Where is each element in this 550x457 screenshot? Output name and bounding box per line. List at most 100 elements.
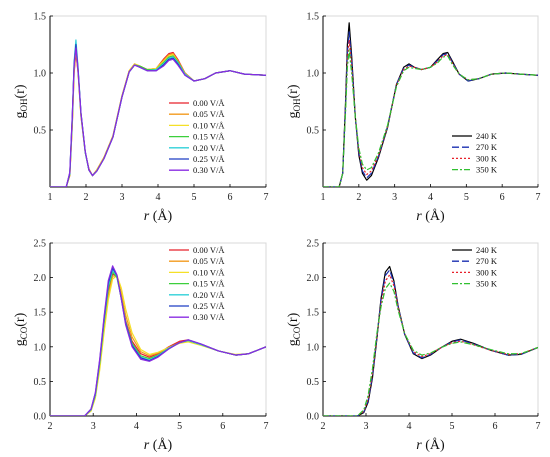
y-tick-label: 1.0 — [34, 342, 47, 353]
plot-frame — [322, 242, 539, 417]
x-tick-label: 7 — [536, 421, 541, 432]
x-tick-label: 7 — [536, 192, 541, 203]
y-axis-label-tail: (r) — [13, 312, 28, 326]
legend-entry: 0.05 V/Å — [193, 256, 225, 266]
series-line-0 — [323, 22, 538, 187]
x-axis-label-unit: (Å) — [149, 437, 172, 453]
legend-entry: 240 K — [476, 245, 498, 255]
legend-entry: 0.00 V/Å — [193, 245, 225, 255]
y-axis-label-sub: OH — [292, 98, 302, 111]
x-tick-label: 2 — [356, 192, 361, 203]
y-tick-label: 1.0 — [34, 69, 47, 80]
y-tick-label: 0.5 — [34, 126, 47, 137]
series-line-0 — [323, 265, 538, 416]
series-line-3 — [323, 282, 538, 416]
x-tick-label: 2 — [48, 421, 53, 432]
x-axis-label-main: r — [416, 438, 422, 453]
legend-entry: 0.30 V/Å — [193, 312, 225, 322]
y-tick-label: 1.0 — [307, 342, 320, 353]
chart-panel-top-left: 1 2 3 4 5 6 7 0.5 1.0 1.5 r (Å) gOH(r) 0.00 V/Å0.05 … — [13, 12, 269, 225]
series-line-2 — [50, 274, 266, 416]
x-tick-label: 6 — [493, 421, 498, 432]
y-axis-label-sub: OH — [19, 98, 29, 111]
x-tick-label: 4 — [156, 192, 161, 203]
y-tick-label: 2.0 — [307, 273, 320, 284]
plot-frame — [49, 242, 267, 417]
x-tick-label: 7 — [264, 192, 269, 203]
legend-entry: 0.05 V/Å — [193, 109, 225, 119]
y-axis-label: gOH(r) — [286, 84, 302, 118]
y-tick-label: 0.5 — [34, 377, 47, 388]
y-tick-label: 1.0 — [307, 69, 320, 80]
y-tick-label: 1.5 — [34, 308, 47, 319]
y-tick-label: 1.5 — [307, 308, 320, 319]
x-axis-label-main: r — [144, 438, 150, 453]
y-axis-label: gCO(r) — [286, 312, 302, 346]
y-tick-label: 1.5 — [307, 12, 320, 23]
x-tick-label: 5 — [177, 421, 182, 432]
legend-entry: 0.20 V/Å — [193, 290, 225, 300]
y-tick-label: 0.5 — [307, 126, 320, 137]
y-axis-label: gCO(r) — [13, 312, 29, 346]
legend-entry: 350 K — [476, 165, 498, 175]
series-line-6 — [50, 265, 266, 416]
series-line-1 — [323, 31, 538, 187]
plot-frame — [49, 15, 267, 188]
legend-entry: 0.10 V/Å — [193, 120, 225, 130]
y-axis-label-main: g — [286, 339, 301, 346]
series-line-4 — [50, 39, 266, 187]
y-axis-label-tail: (r) — [13, 84, 28, 98]
series-line-3 — [50, 42, 266, 187]
x-tick-label: 7 — [264, 421, 269, 432]
y-tick-label: 2.5 — [307, 239, 320, 250]
y-tick-label: 1.5 — [34, 12, 47, 23]
y-axis-label: gOH(r) — [13, 84, 29, 118]
x-tick-label: 1 — [321, 192, 326, 203]
x-tick-label: 5 — [450, 421, 455, 432]
x-tick-label: 6 — [228, 192, 233, 203]
x-tick-label: 5 — [192, 192, 197, 203]
x-axis-label: r (Å) — [416, 208, 445, 224]
x-tick-label: 3 — [364, 421, 369, 432]
x-axis-label: r (Å) — [144, 437, 173, 453]
legend: 0.00 V/Å0.05 V/Å0.10 V/Å 0.15 V/Å0.20 V/Å… — [169, 98, 225, 175]
series-line-6 — [50, 47, 266, 187]
x-axis-label: r (Å) — [144, 208, 173, 224]
y-tick-label: 0.0 — [34, 412, 47, 423]
legend-entry: 0.10 V/Å — [193, 267, 225, 277]
x-axis-label-unit: (Å) — [422, 437, 445, 453]
x-tick-label: 1 — [48, 192, 53, 203]
legend-entry: 0.25 V/Å — [193, 301, 225, 311]
y-tick-label: 2.5 — [34, 239, 47, 250]
x-axis-label-main: r — [144, 209, 150, 224]
x-tick-label: 5 — [464, 192, 469, 203]
x-tick-label: 2 — [84, 192, 89, 203]
series-line-3 — [50, 271, 266, 416]
x-tick-label: 6 — [220, 421, 225, 432]
y-axis-label-main: g — [13, 112, 28, 119]
legend-entry: 300 K — [476, 153, 498, 163]
legend-entry: 0.20 V/Å — [193, 143, 225, 153]
x-axis-label-unit: (Å) — [149, 208, 172, 224]
legend-entry: 350 K — [476, 279, 498, 289]
series-line-1 — [323, 269, 538, 416]
y-axis-label-tail: (r) — [286, 312, 301, 326]
series-line-1 — [50, 49, 266, 187]
x-tick-label: 4 — [428, 192, 433, 203]
series-line-0 — [50, 51, 266, 187]
y-axis-label-tail: (r) — [286, 84, 301, 98]
x-tick-label: 3 — [120, 192, 125, 203]
x-tick-label: 6 — [500, 192, 505, 203]
y-tick-label: 2.0 — [34, 273, 47, 284]
x-tick-label: 3 — [392, 192, 397, 203]
x-axis-label: r (Å) — [416, 437, 445, 453]
series-line-4 — [50, 269, 266, 416]
legend-entry: 270 K — [476, 256, 498, 266]
plot-frame — [322, 15, 539, 188]
x-axis-label-unit: (Å) — [422, 208, 445, 224]
legend: 0.00 V/Å0.05 V/Å0.10 V/Å 0.15 V/Å0.20 V/Å… — [169, 245, 225, 322]
legend-entry: 0.00 V/Å — [193, 98, 225, 108]
legend-entry: 240 K — [476, 131, 498, 141]
y-axis-label-main: g — [286, 112, 301, 119]
